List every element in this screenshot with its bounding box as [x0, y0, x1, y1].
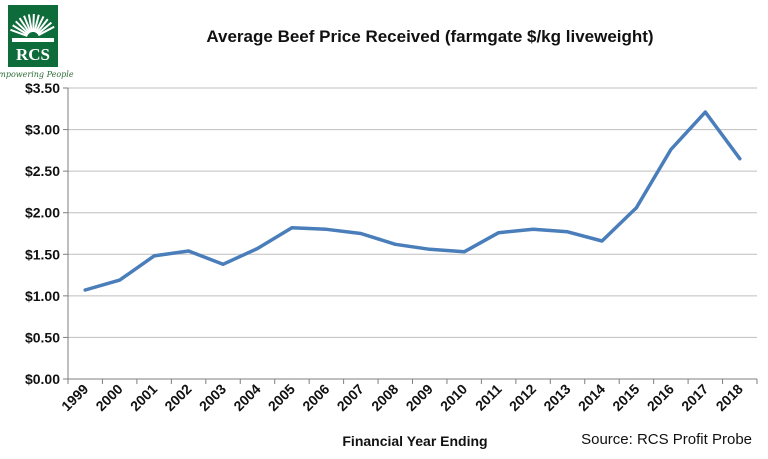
logo-horizon	[12, 38, 54, 42]
x-tick-label: 2009	[403, 381, 436, 414]
logo-ray	[12, 24, 29, 36]
series-group	[83, 110, 742, 292]
data-point	[152, 254, 156, 258]
x-tick-label: 2015	[609, 381, 642, 414]
data-point	[290, 226, 294, 230]
chart-title: Average Beef Price Received (farmgate $/…	[206, 27, 653, 46]
logo-ray	[32, 13, 35, 33]
y-tick-label: $0.00	[25, 371, 60, 387]
logo-ray	[23, 15, 32, 33]
x-tick-label: 2003	[196, 381, 229, 414]
data-point	[738, 157, 742, 161]
x-tick-label: 2018	[713, 381, 746, 414]
y-axis-ticks: $0.00 $0.50 $1.00 $1.50 $2.00 $2.50 $3.00 $3.50	[25, 80, 68, 387]
y-tick-label: $3.50	[25, 80, 60, 96]
y-tick-label: $0.50	[25, 329, 60, 345]
y-tick-label: $2.50	[25, 163, 60, 179]
data-point	[600, 239, 604, 243]
logo-ray	[15, 20, 30, 35]
logo-ray	[18, 17, 31, 34]
data-point	[221, 262, 225, 266]
logo-text: RCS	[16, 45, 50, 64]
x-axis-label: Financial Year Ending	[342, 433, 487, 449]
source-note: Source: RCS Profit Probe	[581, 431, 752, 448]
data-point	[359, 232, 363, 235]
data-point	[324, 227, 328, 231]
y-tick-label: $1.00	[25, 288, 60, 304]
x-tick-label: 2013	[540, 381, 573, 414]
x-tick-label: 2005	[265, 381, 298, 414]
x-tick-label: 2001	[127, 381, 160, 414]
logo-ray	[10, 28, 28, 37]
logo-ray	[27, 14, 33, 33]
logo-ray	[33, 14, 40, 33]
rcs-logo: RCS Empowering People	[0, 5, 74, 79]
logo-ray	[36, 21, 53, 35]
x-tick-label: 1999	[58, 381, 91, 414]
axes	[67, 88, 757, 380]
x-axis-ticks: 1999 2000 2001 2002 2003 2004 2005 2006 2007 2008…	[58, 379, 758, 414]
x-tick-label: 2014	[575, 381, 608, 414]
data-point	[83, 288, 87, 292]
y-tick-label: $1.50	[25, 246, 60, 262]
x-tick-label: 2008	[368, 381, 401, 414]
data-point	[256, 247, 259, 250]
data-point	[669, 148, 673, 151]
data-point	[187, 249, 191, 253]
logo-ray	[34, 15, 45, 34]
data-point	[497, 231, 501, 235]
x-tick-label: 2006	[299, 381, 332, 414]
gridlines	[68, 87, 757, 338]
logo-ray	[35, 18, 49, 34]
x-tick-label: 2002	[161, 381, 194, 414]
y-tick-label: $3.00	[25, 122, 60, 138]
series-line	[83, 110, 742, 292]
logo-ray	[37, 25, 55, 37]
x-tick-label: 2000	[92, 381, 125, 414]
data-point	[634, 206, 638, 210]
sunburst-icon	[10, 13, 55, 42]
x-tick-label: 2011	[472, 381, 505, 414]
data-point	[118, 278, 122, 282]
y-tick-label: $2.00	[25, 205, 60, 221]
data-point	[428, 247, 432, 251]
data-point	[566, 230, 569, 234]
data-point	[531, 227, 535, 231]
x-tick-label: 2010	[437, 381, 470, 414]
data-point	[393, 242, 397, 246]
x-tick-label: 2007	[334, 381, 367, 414]
data-point	[462, 250, 466, 254]
x-tick-label: 2016	[644, 381, 677, 414]
x-tick-label: 2004	[230, 381, 263, 414]
x-tick-label: 2017	[678, 381, 711, 414]
data-point	[703, 110, 707, 114]
x-tick-label: 2012	[506, 381, 539, 414]
logo-tagline: Empowering People	[0, 70, 74, 79]
